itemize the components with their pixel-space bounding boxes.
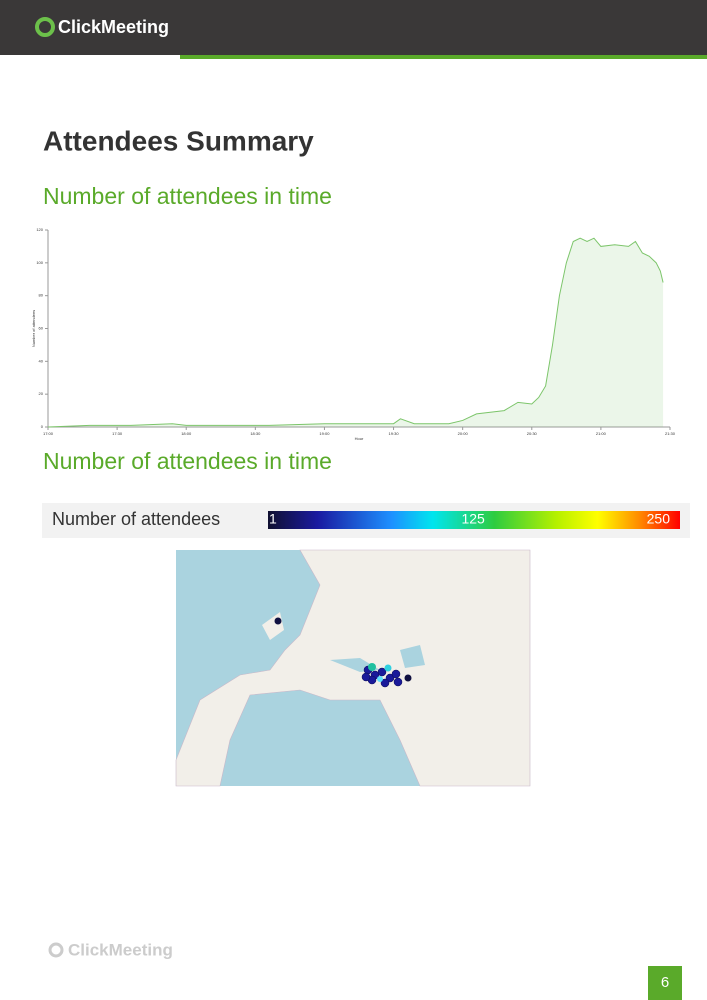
y-tick-label: 80 <box>39 293 44 298</box>
legend-tick-label: 250 <box>647 511 671 527</box>
legend-label: Number of attendees <box>52 509 220 529</box>
logo: ClickMeeting <box>58 17 169 37</box>
y-tick-label: 120 <box>36 227 43 232</box>
x-tick-label: 17:00 <box>43 431 54 436</box>
page-title: Attendees Summary <box>43 125 314 156</box>
map <box>175 549 531 787</box>
colorbar <box>268 511 680 529</box>
x-tick-label: 19:30 <box>389 431 400 436</box>
y-tick-label: 20 <box>39 391 44 396</box>
x-tick-label: 17:30 <box>112 431 123 436</box>
y-tick-label: 0 <box>41 424 44 429</box>
section-heading: Number of attendees in time <box>43 183 332 209</box>
y-tick-label: 60 <box>39 326 44 331</box>
page-number: 6 <box>661 974 669 991</box>
line <box>47 237 664 428</box>
chart: 0 20 40 60 80 100 120 17:00 17:30 18:00 18:30 19:00… <box>31 227 676 441</box>
logo-icon <box>35 17 55 37</box>
x-tick-label: 20:00 <box>458 431 469 436</box>
y-tick-label: 40 <box>39 358 44 363</box>
legend-ticks: 1 125 250 <box>269 511 670 527</box>
x-tick-label: 21:30 <box>665 431 676 436</box>
x-tick-label: 20:30 <box>527 431 538 436</box>
y-axis-label: Number of attendees <box>31 310 36 347</box>
footer-logo-icon <box>48 942 64 958</box>
area <box>48 238 664 427</box>
y-tick-label: 100 <box>36 260 43 265</box>
footer-logo: ClickMeeting <box>68 940 173 959</box>
legend-tick-label: 1 <box>269 511 277 527</box>
page-number-box <box>648 966 682 1000</box>
x-axis-label: Hour <box>355 436 364 441</box>
legend-tick-label: 125 <box>461 511 485 527</box>
header-accent <box>180 55 707 59</box>
section-heading: Number of attendees in time <box>43 448 332 474</box>
x-tick-label: 19:00 <box>319 431 330 436</box>
x-tick-label: 21:00 <box>596 431 607 436</box>
header-bar <box>0 0 707 55</box>
x-tick-label: 18:00 <box>181 431 192 436</box>
x-tick-label: 18:30 <box>250 431 261 436</box>
